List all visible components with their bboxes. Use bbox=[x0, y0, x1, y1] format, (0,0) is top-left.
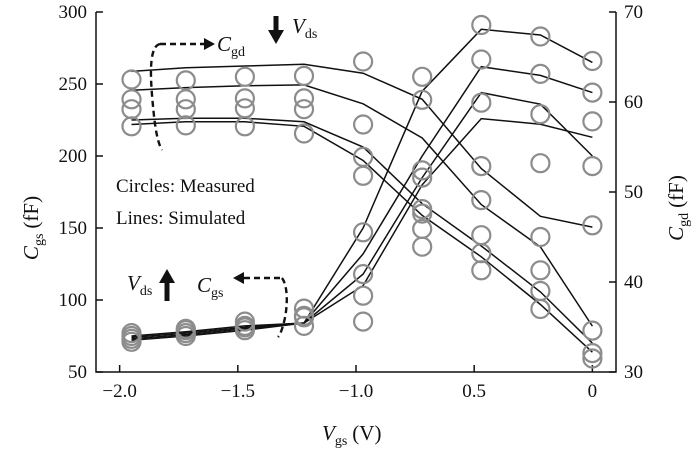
cgd-measured-point bbox=[353, 51, 374, 72]
cgd-measured-point bbox=[582, 320, 603, 341]
cgd-measured-point bbox=[234, 66, 255, 87]
y-right-tick-label: 60 bbox=[624, 92, 643, 113]
cgs-measured-point bbox=[530, 26, 551, 47]
measured-circles bbox=[121, 14, 603, 369]
cgs-measured-point bbox=[293, 298, 315, 319]
cgd-measured-point bbox=[530, 226, 551, 248]
vds-down-arrowhead-icon bbox=[268, 30, 284, 44]
cgd-measured-point bbox=[121, 69, 142, 90]
cgd-measured-point bbox=[530, 298, 551, 320]
cgs-annotation: Cgs bbox=[197, 273, 223, 301]
x-tick-label: −1.0 bbox=[339, 381, 373, 402]
cgd-measured-point bbox=[121, 89, 142, 110]
cgd-measured-point bbox=[234, 116, 255, 137]
cgd-measured-point bbox=[353, 146, 374, 167]
cgd-dashed-loop bbox=[149, 42, 164, 151]
cgs-measured-point bbox=[471, 156, 492, 177]
cgd-measured-point bbox=[530, 260, 551, 281]
cgd-measured-point bbox=[175, 70, 196, 91]
x-tick-label: 0 bbox=[588, 381, 598, 402]
cgd-measured-point bbox=[412, 66, 433, 87]
cgs-measured-point bbox=[530, 153, 551, 174]
y-left-tick-label: 250 bbox=[59, 74, 88, 95]
ticks: −2.0 −1.5 −1.0 0.5 0 50 100 150 200 250 300 30 40 50 6… bbox=[59, 2, 644, 402]
cgd-measured-point bbox=[412, 199, 433, 220]
y-right-tick-label: 50 bbox=[624, 182, 643, 203]
y-left-tick-label: 150 bbox=[59, 218, 88, 239]
x-tick-label: −1.5 bbox=[221, 381, 255, 402]
cgs-measured-point bbox=[471, 49, 492, 70]
cgs-measured-point bbox=[412, 236, 433, 257]
cgd-measured-point bbox=[234, 98, 255, 119]
cgd-measured-point bbox=[175, 99, 196, 120]
cgs-simulated-line-2 bbox=[131, 91, 593, 340]
simulated-lines bbox=[131, 28, 594, 353]
x-tick-label: 0.5 bbox=[462, 381, 486, 402]
cgd-measured-point bbox=[471, 190, 492, 211]
cgd-measured-point bbox=[412, 167, 433, 188]
y-right-tick-label: 40 bbox=[624, 272, 643, 293]
cgs-measured-point bbox=[471, 14, 492, 36]
cgs-measured-point bbox=[582, 82, 603, 103]
cgs-measured-point bbox=[412, 89, 433, 110]
cgd-measured-point bbox=[412, 218, 433, 239]
cgs-simulated-line-4 bbox=[131, 28, 593, 337]
cgd-measured-point bbox=[293, 123, 315, 144]
cgs-measured-point bbox=[175, 318, 196, 339]
cgs-measured-point bbox=[353, 264, 374, 285]
cgd-measured-point bbox=[471, 260, 492, 281]
cgs-measured-point bbox=[293, 305, 315, 326]
cgd-measured-point bbox=[582, 343, 603, 364]
cgs-simulated-line-1 bbox=[131, 117, 593, 342]
x-axis-title: Vgs (V) bbox=[322, 421, 381, 449]
cgd-simulated-line-1 bbox=[131, 121, 593, 353]
cgs-measured-point bbox=[353, 222, 374, 243]
y-left-tick-label: 300 bbox=[59, 2, 88, 23]
cgs-measured-point bbox=[121, 323, 142, 344]
y-left-tick-label: 100 bbox=[59, 290, 88, 311]
x-tick-label: −2.0 bbox=[102, 381, 136, 402]
cgd-measured-point bbox=[175, 115, 196, 136]
cgd-measured-point bbox=[353, 114, 374, 135]
cgs-measured-point bbox=[353, 311, 374, 332]
cgd-measured-point bbox=[293, 99, 315, 120]
cgd-measured-point bbox=[471, 225, 492, 246]
cgd-measured-point bbox=[293, 65, 315, 87]
cgs-measured-point bbox=[471, 92, 492, 113]
vds-top-annotation: Vds bbox=[292, 14, 317, 42]
cgs-arrowhead-icon bbox=[233, 272, 244, 284]
cgd-measured-point bbox=[582, 215, 603, 236]
cgd-measured-point bbox=[293, 88, 315, 109]
cgd-measured-point bbox=[121, 99, 142, 120]
vds-bottom-annotation: Vds bbox=[127, 271, 152, 299]
cgs-measured-point bbox=[412, 160, 433, 181]
cgd-arrowhead-icon bbox=[204, 38, 215, 50]
cgs-measured-point bbox=[582, 111, 603, 132]
cgd-measured-point bbox=[234, 88, 255, 109]
cgd-simulated-line-3 bbox=[131, 84, 594, 327]
y-left-tick-label: 50 bbox=[68, 362, 87, 383]
cgs-dashed-loop bbox=[277, 277, 288, 338]
cgs-measured-point bbox=[530, 63, 551, 85]
cgs-measured-point bbox=[582, 50, 603, 72]
cgd-measured-point bbox=[353, 165, 374, 186]
vds-up-arrowhead-icon bbox=[159, 269, 175, 283]
legend-simulated: Lines: Simulated bbox=[116, 208, 246, 229]
y-right-tick-label: 30 bbox=[624, 362, 643, 383]
y-axis-left-title: Cgs(fF) bbox=[19, 196, 47, 260]
cgs-measured-point bbox=[234, 311, 255, 332]
cgs-measured-point bbox=[353, 285, 374, 306]
cgs-measured-point bbox=[530, 104, 551, 125]
cgs-simulated-line-3 bbox=[131, 65, 593, 339]
legend-measured: Circles: Measured bbox=[116, 176, 255, 197]
cgd-annotation: Cgd bbox=[217, 32, 245, 60]
cgd-simulated-line-4 bbox=[131, 63, 593, 228]
y-left-tick-label: 200 bbox=[59, 146, 88, 167]
y-axis-right-title: Cgd(fF) bbox=[664, 175, 692, 241]
cgd-measured-point bbox=[582, 348, 603, 369]
y-right-tick-label: 70 bbox=[624, 2, 643, 23]
cgs-measured-point bbox=[582, 156, 603, 177]
cgd-measured-point bbox=[530, 280, 551, 302]
